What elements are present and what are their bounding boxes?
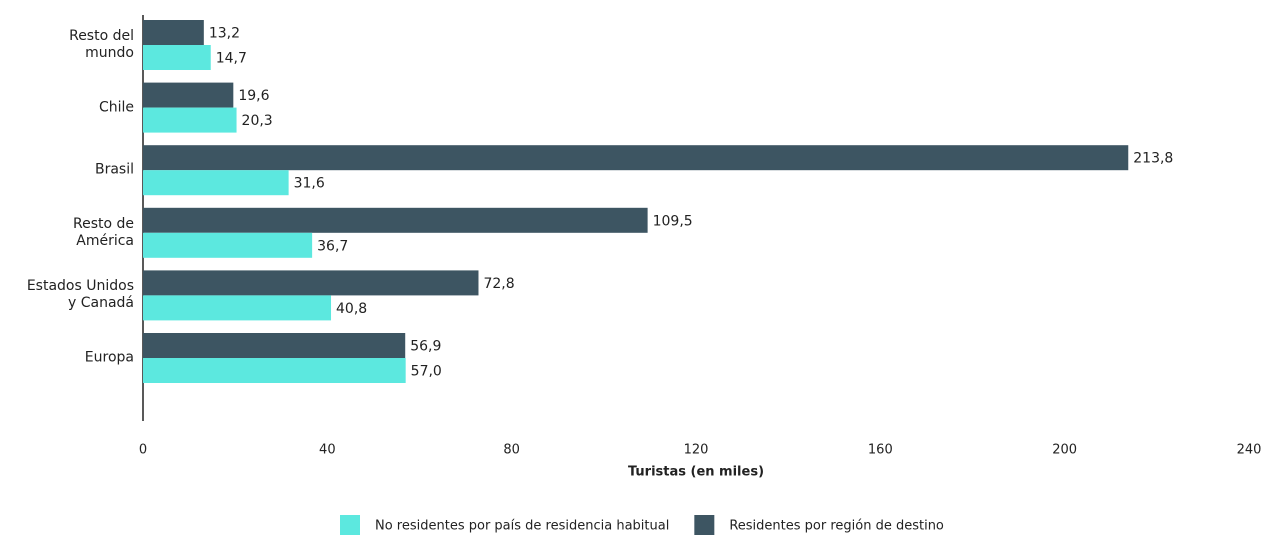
data-label: 40,8 <box>336 301 367 317</box>
x-tick-label: 240 <box>1237 443 1262 458</box>
x-tick-label: 0 <box>139 443 147 458</box>
data-label: 109,5 <box>653 213 693 229</box>
bar <box>143 232 313 258</box>
data-label: 213,8 <box>1133 151 1173 167</box>
legend-swatch <box>340 515 360 535</box>
legend-swatch <box>694 515 715 535</box>
bar <box>143 145 1129 171</box>
bar <box>143 295 332 321</box>
data-label: 36,7 <box>317 238 348 254</box>
legend-label: No residentes por país de residencia hab… <box>375 519 669 534</box>
data-label: 13,2 <box>209 26 240 42</box>
bar <box>143 20 204 45</box>
bar <box>143 207 648 233</box>
y-tick-label: Europa <box>84 349 134 366</box>
bar <box>143 45 211 70</box>
x-tick-label: 200 <box>1052 443 1077 458</box>
x-tick-label: 40 <box>319 443 336 458</box>
data-label: 72,8 <box>483 276 514 292</box>
bar <box>143 270 479 296</box>
bar <box>143 107 237 133</box>
data-label: 57,0 <box>411 364 442 380</box>
y-tick-label: Resto de América <box>72 215 134 249</box>
y-tick-label: Resto del mundo <box>69 28 134 61</box>
data-label: 56,9 <box>410 339 441 355</box>
bar <box>143 333 406 358</box>
bar <box>143 358 406 383</box>
data-label: 20,3 <box>242 113 273 129</box>
y-tick-label: Brasil <box>94 161 134 178</box>
data-label: 19,6 <box>238 88 269 104</box>
y-tick-label: Chile <box>98 99 134 116</box>
bar <box>143 170 289 196</box>
x-tick-label: 160 <box>868 443 893 458</box>
data-label: 31,6 <box>294 176 325 192</box>
x-axis-title: Turistas (en miles) <box>628 465 764 480</box>
legend-label: Residentes por región de destino <box>729 519 944 534</box>
bar <box>143 82 234 108</box>
y-tick-label: Estados Unidos y Canadá <box>26 278 134 312</box>
x-tick-label: 120 <box>684 443 709 458</box>
data-label: 14,7 <box>216 51 247 67</box>
x-tick-label: 80 <box>503 443 520 458</box>
